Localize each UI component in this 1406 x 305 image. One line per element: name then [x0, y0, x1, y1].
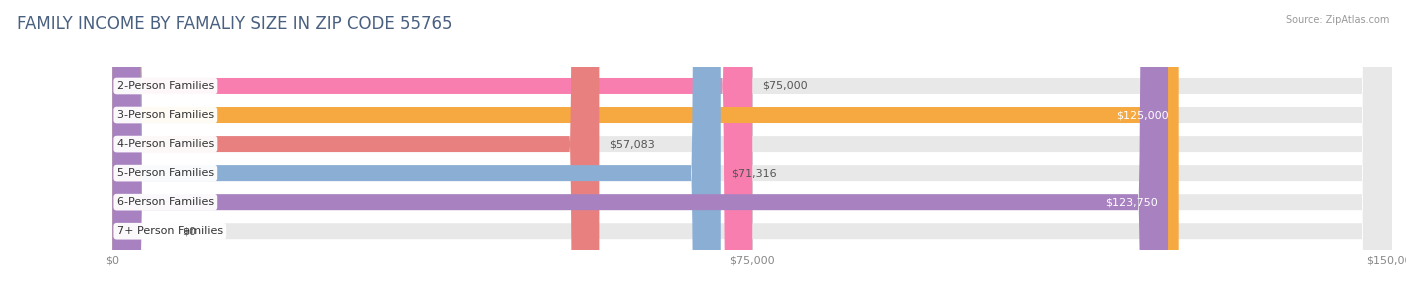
Text: $75,000: $75,000 [762, 81, 808, 91]
FancyBboxPatch shape [112, 0, 1178, 305]
Text: FAMILY INCOME BY FAMALIY SIZE IN ZIP CODE 55765: FAMILY INCOME BY FAMALIY SIZE IN ZIP COD… [17, 15, 453, 33]
Text: $125,000: $125,000 [1116, 110, 1168, 120]
FancyBboxPatch shape [112, 0, 721, 305]
Text: $71,316: $71,316 [731, 168, 776, 178]
FancyBboxPatch shape [112, 0, 1392, 305]
FancyBboxPatch shape [112, 0, 1392, 305]
FancyBboxPatch shape [112, 0, 1392, 305]
Text: 2-Person Families: 2-Person Families [117, 81, 214, 91]
FancyBboxPatch shape [112, 0, 599, 305]
Text: 4-Person Families: 4-Person Families [117, 139, 214, 149]
Text: 7+ Person Families: 7+ Person Families [117, 226, 224, 236]
Text: $57,083: $57,083 [610, 139, 655, 149]
Text: $123,750: $123,750 [1105, 197, 1157, 207]
FancyBboxPatch shape [112, 0, 752, 305]
FancyBboxPatch shape [112, 0, 1392, 305]
Text: Source: ZipAtlas.com: Source: ZipAtlas.com [1285, 15, 1389, 25]
Text: 5-Person Families: 5-Person Families [117, 168, 214, 178]
Text: $0: $0 [183, 226, 197, 236]
Text: 6-Person Families: 6-Person Families [117, 197, 214, 207]
FancyBboxPatch shape [112, 0, 1392, 305]
FancyBboxPatch shape [112, 0, 1392, 305]
FancyBboxPatch shape [112, 0, 1168, 305]
Text: 3-Person Families: 3-Person Families [117, 110, 214, 120]
